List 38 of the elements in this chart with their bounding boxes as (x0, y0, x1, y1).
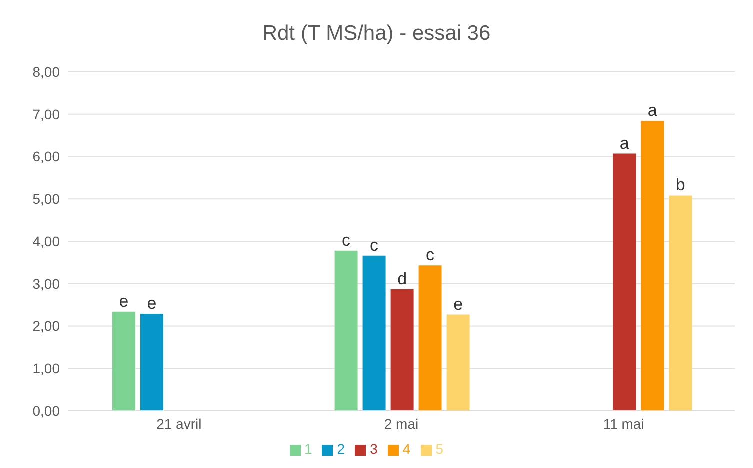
data-label: e (119, 292, 129, 311)
bar (362, 256, 386, 411)
x-tick-label: 2 mai (384, 416, 419, 432)
data-label: e (147, 294, 157, 313)
y-tick-label: 8,00 (32, 64, 60, 80)
y-tick-label: 1,00 (32, 360, 60, 377)
data-label: c (370, 236, 380, 255)
data-label: d (398, 269, 408, 288)
y-tick-label: 7,00 (32, 106, 60, 122)
legend-label: 3 (370, 441, 378, 457)
data-label: e (454, 294, 464, 314)
data-label: c (426, 246, 436, 265)
y-tick-label: 3,00 (32, 276, 60, 292)
bar (140, 314, 164, 411)
data-label: b (676, 176, 686, 195)
legend-label: 1 (304, 441, 312, 457)
bar (669, 196, 692, 411)
legend-label: 4 (402, 441, 411, 457)
y-tick-label: 0,00 (32, 402, 60, 419)
data-label: a (648, 101, 658, 120)
bar (390, 289, 414, 411)
y-tick-label: 4,00 (32, 233, 60, 250)
legend-label: 2 (337, 441, 346, 457)
bar (112, 312, 136, 411)
legend-label: 5 (436, 441, 444, 457)
y-tick-label: 2,00 (32, 318, 60, 334)
data-label: c (342, 230, 352, 250)
y-tick-label: 5,00 (32, 191, 60, 208)
chart-title: Rdt (T MS/ha) - essai 36 (261, 21, 492, 47)
x-tick-label: 21 avril (156, 416, 202, 432)
bar (446, 314, 470, 411)
y-tick-label: 6,00 (32, 148, 60, 165)
bar (613, 154, 636, 411)
bar (418, 266, 442, 411)
x-tick-label: 11 mai (603, 416, 644, 432)
bar (334, 250, 358, 411)
data-label: a (620, 134, 630, 153)
bar (641, 121, 664, 411)
